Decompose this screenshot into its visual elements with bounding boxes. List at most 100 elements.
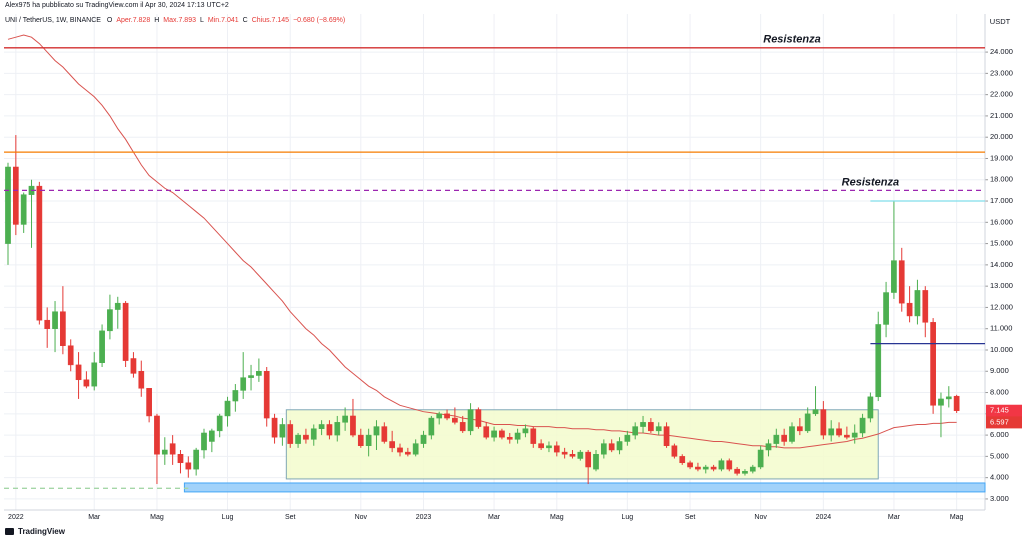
publisher-line: Alex975 ha pubblicato su TradingView.com… bbox=[5, 2, 233, 9]
candle-body bbox=[397, 447, 403, 453]
candle-body bbox=[138, 371, 145, 389]
candle-body bbox=[279, 424, 286, 438]
y-tick-label: 22.000 bbox=[990, 90, 1013, 99]
candle-body bbox=[585, 451, 592, 468]
y-tick-label: 15.000 bbox=[990, 239, 1013, 248]
candle-body bbox=[20, 194, 27, 225]
candle-body bbox=[334, 422, 341, 436]
candle-body bbox=[796, 426, 803, 432]
annotation: Resistenza bbox=[842, 176, 899, 188]
candle-body bbox=[593, 454, 599, 470]
annotation: Resistenza bbox=[763, 34, 820, 46]
candle-body bbox=[161, 449, 168, 455]
y-tick-label: 14.000 bbox=[990, 260, 1013, 269]
candle-body bbox=[898, 260, 905, 304]
y-tick-label: 20.000 bbox=[990, 132, 1013, 141]
candle-body bbox=[789, 426, 795, 442]
candle-body bbox=[459, 422, 466, 432]
y-tick-label: 6.000 bbox=[990, 430, 1009, 439]
candle-body bbox=[44, 319, 51, 329]
candle-body bbox=[99, 330, 105, 364]
candle-body bbox=[444, 413, 450, 419]
y-tick-label: 3.000 bbox=[990, 494, 1009, 503]
zone bbox=[183, 482, 986, 493]
candle-body bbox=[522, 428, 529, 434]
y-tick-label: 19.000 bbox=[990, 153, 1013, 162]
candle-body bbox=[248, 375, 254, 378]
candle-body bbox=[381, 426, 388, 442]
candle-body bbox=[122, 302, 129, 361]
ohlc-value: Min.7.041 bbox=[207, 17, 239, 24]
brand: TradingView bbox=[5, 527, 66, 536]
candle-body bbox=[185, 462, 192, 470]
candle-body bbox=[193, 449, 200, 470]
candle-body bbox=[5, 166, 11, 244]
candle-body bbox=[428, 417, 435, 436]
candle-body bbox=[373, 426, 380, 436]
candle-body bbox=[718, 460, 725, 470]
candle-body bbox=[475, 409, 482, 427]
y-tick-label: 12.000 bbox=[990, 302, 1013, 311]
candle-body bbox=[114, 302, 121, 310]
candle-body bbox=[844, 434, 850, 438]
ohlc-key: L bbox=[199, 17, 204, 24]
x-tick-label: 2023 bbox=[416, 514, 432, 521]
x-tick-label: Mar bbox=[888, 514, 901, 521]
candle-body bbox=[75, 364, 82, 381]
candle-body bbox=[671, 445, 678, 457]
x-tick-label: Mar bbox=[88, 514, 101, 521]
candle-body bbox=[36, 185, 43, 321]
candle-body bbox=[224, 400, 231, 417]
x-tick-label: Mag bbox=[950, 514, 964, 521]
candle-body bbox=[867, 396, 874, 419]
candle-body bbox=[820, 409, 827, 436]
candle-body bbox=[107, 309, 113, 332]
candle-body bbox=[569, 454, 576, 457]
candle-body bbox=[287, 424, 294, 444]
candle-body bbox=[828, 428, 835, 436]
symbol-title: UNI / TetherUS, 1W, BINANCE bbox=[5, 17, 101, 24]
price-label: 6.597 bbox=[990, 417, 1009, 426]
x-tick-label: 2022 bbox=[8, 514, 24, 521]
change: −0.680 (−8.69%) bbox=[293, 17, 346, 24]
candle-body bbox=[389, 441, 396, 449]
y-tick-label: 10.000 bbox=[990, 345, 1013, 354]
candle-body bbox=[271, 417, 278, 438]
x-tick-label: Nov bbox=[754, 514, 767, 521]
price-label: 7.145 bbox=[990, 406, 1009, 415]
candle-body bbox=[546, 445, 552, 449]
candle-body bbox=[773, 434, 780, 444]
candle-body bbox=[914, 290, 921, 317]
y-tick-label: 9.000 bbox=[990, 366, 1009, 375]
candle-body bbox=[891, 260, 897, 293]
x-tick-label: 2024 bbox=[816, 514, 832, 521]
y-tick-label: 4.000 bbox=[990, 473, 1009, 482]
candle-body bbox=[326, 424, 333, 436]
candle-body bbox=[640, 422, 646, 427]
ohlc-key: O bbox=[106, 17, 113, 24]
y-tick-label: 16.000 bbox=[990, 217, 1013, 226]
candle-body bbox=[146, 388, 152, 417]
candle-body bbox=[318, 424, 325, 429]
y-tick-label: 21.000 bbox=[990, 111, 1013, 120]
price-label-box bbox=[986, 416, 1022, 429]
candle-body bbox=[256, 371, 262, 376]
candle-body bbox=[859, 417, 866, 434]
y-tick-label: 5.000 bbox=[990, 451, 1009, 460]
candle-body bbox=[154, 415, 160, 455]
candle-body bbox=[83, 379, 90, 387]
y-axis-label: USDT bbox=[990, 17, 1011, 26]
candle-body bbox=[883, 292, 889, 325]
candle-body bbox=[52, 311, 58, 329]
y-tick-label: 18.000 bbox=[990, 175, 1013, 184]
brand-logo bbox=[5, 528, 14, 535]
candle-body bbox=[130, 358, 137, 374]
candle-body bbox=[60, 311, 66, 346]
candle-body bbox=[679, 456, 686, 464]
candle-body bbox=[553, 445, 560, 453]
candle-body bbox=[436, 413, 443, 419]
candle-body bbox=[608, 443, 615, 451]
price-label-box bbox=[986, 404, 1022, 417]
ohlc-key: C bbox=[242, 17, 248, 24]
